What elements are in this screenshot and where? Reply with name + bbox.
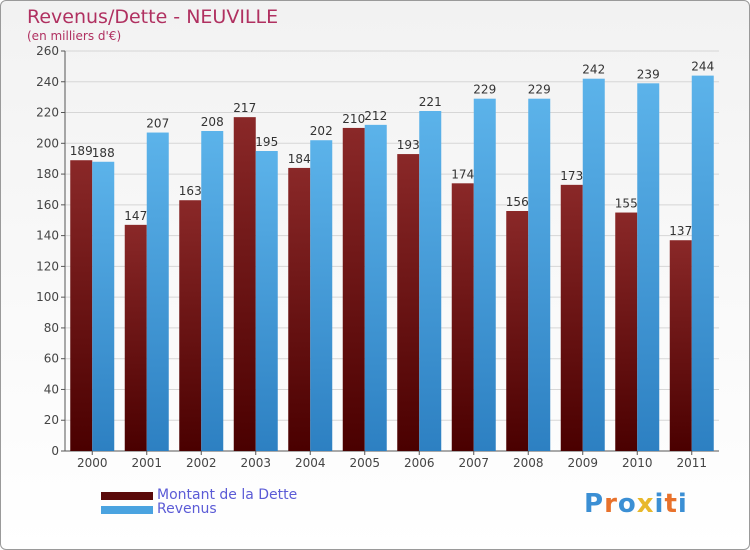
x-tick-label: 2004 <box>295 456 326 470</box>
bar-revenue <box>473 98 496 451</box>
gridlines <box>65 50 719 421</box>
bar-debt <box>70 160 93 451</box>
bar-revenue <box>364 124 387 451</box>
x-tick-label: 2006 <box>404 456 435 470</box>
data-label-revenue: 212 <box>364 109 387 123</box>
y-tick-label: 240 <box>36 75 59 89</box>
logo-letter: t <box>664 489 678 519</box>
bar-debt <box>342 127 365 451</box>
data-label-debt: 155 <box>615 197 638 211</box>
data-label-debt: 210 <box>342 112 365 126</box>
y-tick-label: 60 <box>44 352 59 366</box>
data-label-debt: 217 <box>233 101 256 115</box>
bar-debt <box>124 224 147 451</box>
y-tick-label: 220 <box>36 106 59 120</box>
bar-debt <box>506 211 529 451</box>
x-tick-label: 2007 <box>458 456 489 470</box>
bar-debt <box>451 183 474 452</box>
logo-letter: x <box>636 489 655 519</box>
bar-revenue <box>419 111 442 451</box>
bar-revenue <box>201 131 224 451</box>
x-tick-label: 2011 <box>676 456 707 470</box>
y-tick-label: 0 <box>51 444 59 458</box>
data-label-revenue: 195 <box>255 135 278 149</box>
data-label-revenue: 229 <box>528 83 551 97</box>
x-tick-label: 2005 <box>349 456 380 470</box>
logo-letter: P <box>584 489 605 519</box>
x-tick-label: 2010 <box>622 456 653 470</box>
y-tick-label: 20 <box>44 413 59 427</box>
bar-revenue <box>637 83 660 452</box>
data-label-debt: 189 <box>70 144 93 158</box>
legend-label-revenue: Revenus <box>157 501 217 517</box>
bar-debt <box>669 240 692 451</box>
bar-debt <box>288 167 311 451</box>
chart-title: Revenus/Dette - NEUVILLE <box>27 6 279 28</box>
x-tick-label: 2008 <box>513 456 544 470</box>
legend-label-debt: Montant de la Dette <box>157 487 298 503</box>
bar-revenue <box>146 132 169 452</box>
data-label-revenue: 242 <box>582 63 605 77</box>
data-label-revenue: 221 <box>419 95 442 109</box>
y-tick-label: 160 <box>36 198 59 212</box>
x-tick-label: 2001 <box>131 456 162 470</box>
x-tick-label: 2000 <box>77 456 108 470</box>
chart-subtitle: (en milliers d'€) <box>27 29 122 43</box>
x-tick-label: 2009 <box>567 456 598 470</box>
y-tick-label: 100 <box>36 290 59 304</box>
axes: 0 20 40 60 80 100 120 140 160 180 200 220 240 260 2000… <box>36 44 719 470</box>
bar-revenue <box>528 98 551 451</box>
legend-swatch-revenue <box>101 506 153 514</box>
proxiti-logo: Proxiti <box>584 489 688 519</box>
data-labels: 189 188 147 207 163 208 217 195 184 202 210 212 193 2… <box>70 60 714 239</box>
data-label-revenue: 208 <box>201 115 224 129</box>
data-label-revenue: 188 <box>92 146 115 160</box>
bar-revenue <box>582 78 605 451</box>
data-label-debt: 137 <box>669 224 692 238</box>
data-label-debt: 147 <box>124 209 147 223</box>
data-label-debt: 174 <box>451 167 474 181</box>
data-label-revenue: 244 <box>691 60 714 74</box>
legend-swatch-debt <box>101 492 153 500</box>
bars <box>70 75 714 452</box>
y-tick-label: 120 <box>36 259 59 273</box>
bar-debt <box>179 200 202 451</box>
bar-revenue <box>255 151 278 451</box>
data-label-debt: 163 <box>179 184 202 198</box>
data-label-revenue: 239 <box>637 67 660 81</box>
x-tick-label: 2003 <box>240 456 271 470</box>
bar-debt <box>615 212 638 451</box>
bar-debt <box>233 117 256 452</box>
data-label-debt: 156 <box>506 195 529 209</box>
bar-debt <box>397 154 420 452</box>
data-label-debt: 173 <box>560 169 583 183</box>
x-tick-label: 2002 <box>186 456 217 470</box>
bar-revenue <box>310 140 333 451</box>
bar-debt <box>560 184 583 451</box>
y-tick-label: 260 <box>36 44 59 58</box>
logo-letter: r <box>604 489 618 519</box>
y-tick-label: 180 <box>36 167 59 181</box>
data-label-revenue: 202 <box>310 124 333 138</box>
bar-revenue <box>691 75 714 451</box>
data-label-debt: 193 <box>397 138 420 152</box>
logo-letter: i <box>654 489 665 519</box>
y-tick-label: 40 <box>44 382 59 396</box>
y-tick-label: 200 <box>36 136 59 150</box>
data-label-revenue: 229 <box>473 83 496 97</box>
data-label-revenue: 207 <box>146 117 169 131</box>
data-label-debt: 184 <box>288 152 311 166</box>
y-tick-label: 140 <box>36 229 59 243</box>
logo-letter: i <box>677 489 688 519</box>
logo-letter: o <box>617 489 637 519</box>
bar-revenue <box>92 161 115 451</box>
y-tick-label: 80 <box>44 321 59 335</box>
